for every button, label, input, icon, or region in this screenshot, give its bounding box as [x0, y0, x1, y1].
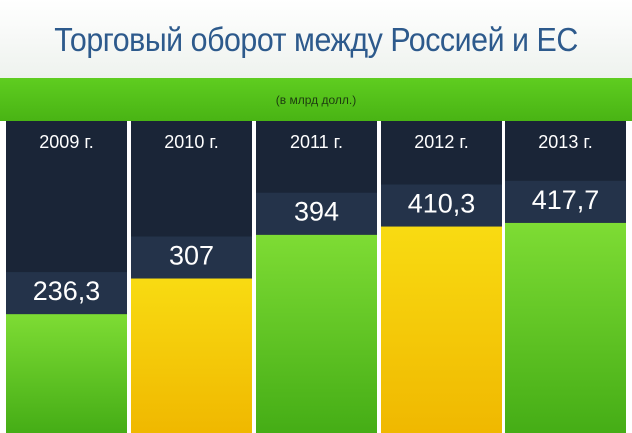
x-tick-label: 2009 г.: [39, 132, 93, 152]
bar: [381, 226, 502, 433]
chart-title: Торговый оборот между Россией и ЕС: [54, 21, 578, 58]
data-label: 236,3: [33, 276, 101, 306]
data-label: 307: [169, 241, 214, 271]
bar: [6, 314, 127, 433]
value-label-box: [505, 180, 626, 223]
bar: [256, 234, 377, 433]
data-label: 394: [294, 197, 339, 227]
bar: [505, 222, 626, 433]
x-tick-label: 2013 г.: [538, 132, 592, 152]
value-label-box: [6, 272, 127, 315]
bar: [131, 278, 252, 433]
data-label: 417,7: [532, 185, 600, 215]
value-label-box: [131, 236, 252, 279]
x-tick-label: 2011 г.: [290, 132, 343, 152]
x-tick-label: 2010 г.: [164, 132, 218, 152]
chart-subtitle: (в млрд долл.): [275, 93, 357, 107]
title-band: [0, 0, 632, 78]
value-label-box: [256, 192, 377, 235]
x-tick-label: 2012 г.: [414, 132, 468, 152]
value-label-box: [381, 184, 502, 227]
header-band: [0, 78, 632, 121]
data-label: 410,3: [408, 189, 476, 219]
